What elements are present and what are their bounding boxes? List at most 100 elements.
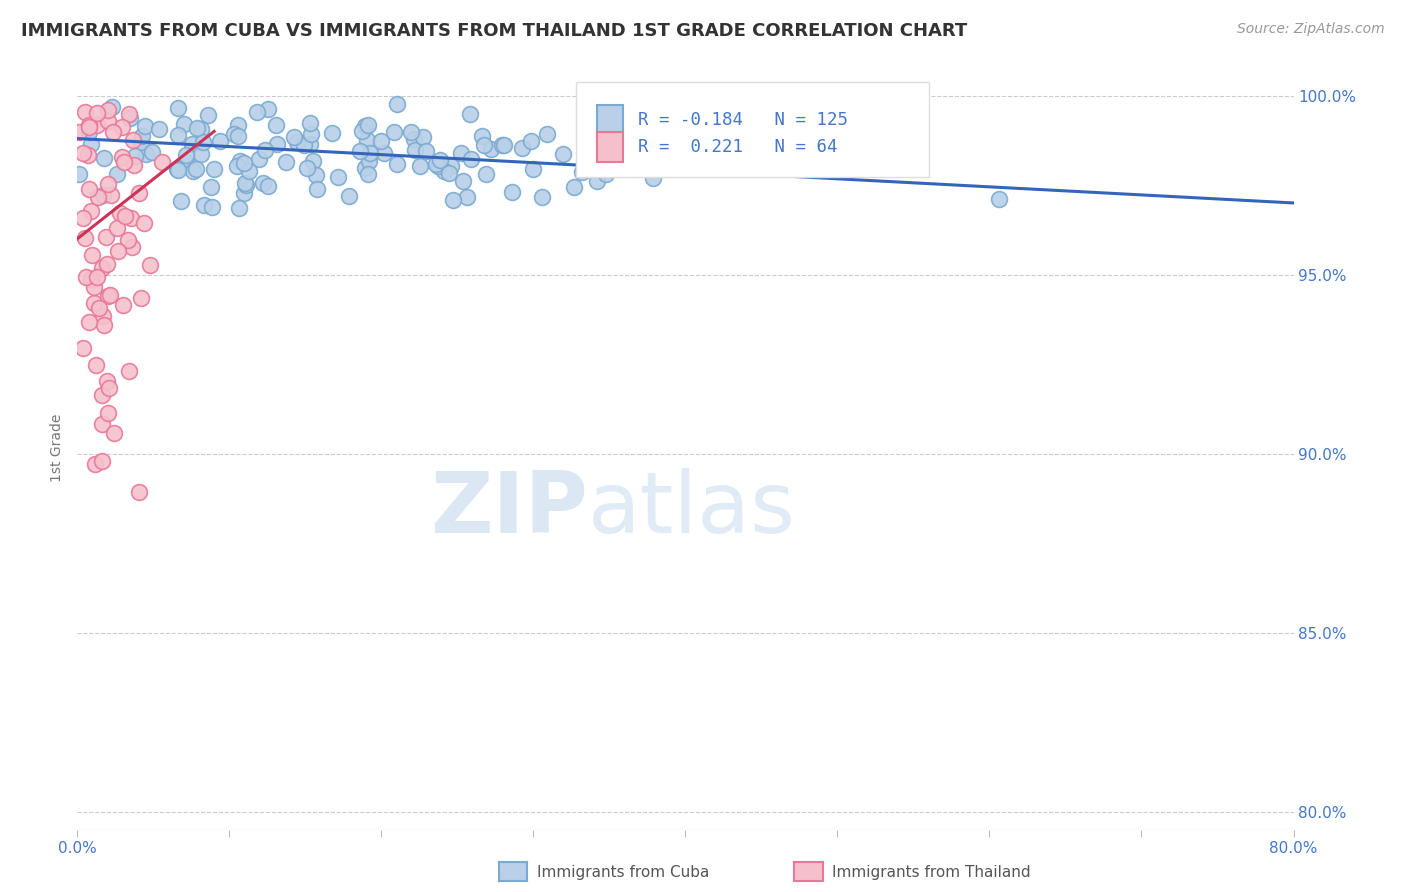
Point xyxy=(433,164,456,178)
Point xyxy=(128,484,150,499)
Point xyxy=(79,315,101,329)
Point xyxy=(97,289,120,303)
FancyBboxPatch shape xyxy=(596,105,623,136)
Point xyxy=(91,388,114,402)
Point xyxy=(134,119,156,133)
Point xyxy=(122,133,145,147)
Point xyxy=(399,125,422,139)
Point xyxy=(458,107,481,121)
Point xyxy=(86,105,108,120)
Point xyxy=(129,291,152,305)
Point xyxy=(429,153,451,168)
Point xyxy=(472,138,495,153)
Point xyxy=(77,118,100,132)
Point xyxy=(181,164,204,178)
Point xyxy=(222,127,245,141)
Point xyxy=(107,244,129,259)
Point xyxy=(108,205,131,219)
Point xyxy=(131,128,153,143)
Text: ZIP: ZIP xyxy=(430,467,588,550)
Point xyxy=(246,104,269,119)
Point xyxy=(197,108,219,122)
Point xyxy=(111,120,134,134)
Point xyxy=(193,198,215,212)
Point xyxy=(166,162,188,177)
Point xyxy=(97,381,120,395)
Point xyxy=(83,296,105,310)
Point xyxy=(373,145,395,160)
Point xyxy=(173,117,195,131)
Point xyxy=(471,128,494,143)
Point xyxy=(359,146,381,161)
Point xyxy=(174,148,197,162)
Point xyxy=(67,167,90,181)
Point xyxy=(201,200,224,214)
Point xyxy=(87,190,110,204)
Point xyxy=(148,121,170,136)
Point xyxy=(166,101,188,115)
Point xyxy=(425,156,447,170)
Point xyxy=(409,159,432,173)
Point xyxy=(91,453,114,467)
Text: Source: ZipAtlas.com: Source: ZipAtlas.com xyxy=(1237,22,1385,37)
Point xyxy=(124,158,146,172)
Point xyxy=(209,134,232,148)
Point xyxy=(98,288,121,302)
Point xyxy=(266,136,288,151)
Point xyxy=(170,194,193,208)
Point xyxy=(97,114,120,128)
Point xyxy=(298,136,321,151)
Point xyxy=(357,153,380,168)
Point xyxy=(238,164,260,178)
Point xyxy=(385,96,408,111)
Point xyxy=(93,310,115,324)
Point xyxy=(72,341,94,355)
Point xyxy=(86,118,108,132)
Point xyxy=(299,127,322,141)
Point xyxy=(337,189,360,203)
Point xyxy=(84,358,107,372)
Point xyxy=(253,143,276,157)
Point xyxy=(83,280,105,294)
Point xyxy=(93,318,115,333)
Point xyxy=(105,220,128,235)
Point xyxy=(536,127,558,141)
Point xyxy=(357,167,380,181)
Point xyxy=(283,130,305,145)
Point xyxy=(595,168,617,182)
Point xyxy=(266,118,288,132)
Point xyxy=(233,186,256,200)
Point xyxy=(520,134,543,148)
Point xyxy=(80,204,103,219)
Text: R =  0.221   N = 64: R = 0.221 N = 64 xyxy=(638,138,838,156)
FancyBboxPatch shape xyxy=(576,82,929,178)
Point xyxy=(90,417,112,432)
Point xyxy=(150,155,173,169)
Text: atlas: atlas xyxy=(588,467,796,550)
Point xyxy=(128,186,150,200)
Point xyxy=(492,137,515,152)
Point xyxy=(350,124,373,138)
Point xyxy=(354,161,377,176)
Point xyxy=(117,107,139,121)
Point xyxy=(135,147,157,161)
Point xyxy=(571,165,593,179)
Point xyxy=(522,161,544,176)
Point xyxy=(103,425,125,440)
Point xyxy=(404,143,426,157)
Point xyxy=(987,192,1010,206)
Point xyxy=(491,138,513,153)
Point xyxy=(562,179,585,194)
Point xyxy=(80,272,103,286)
Point xyxy=(96,257,118,271)
Point xyxy=(103,125,125,139)
Point xyxy=(202,161,225,176)
Point xyxy=(226,118,249,132)
Point xyxy=(232,156,254,170)
Point xyxy=(186,121,208,136)
Point xyxy=(235,178,257,192)
Point xyxy=(441,193,464,207)
Point xyxy=(226,160,249,174)
Point xyxy=(256,178,278,193)
Point xyxy=(510,141,533,155)
